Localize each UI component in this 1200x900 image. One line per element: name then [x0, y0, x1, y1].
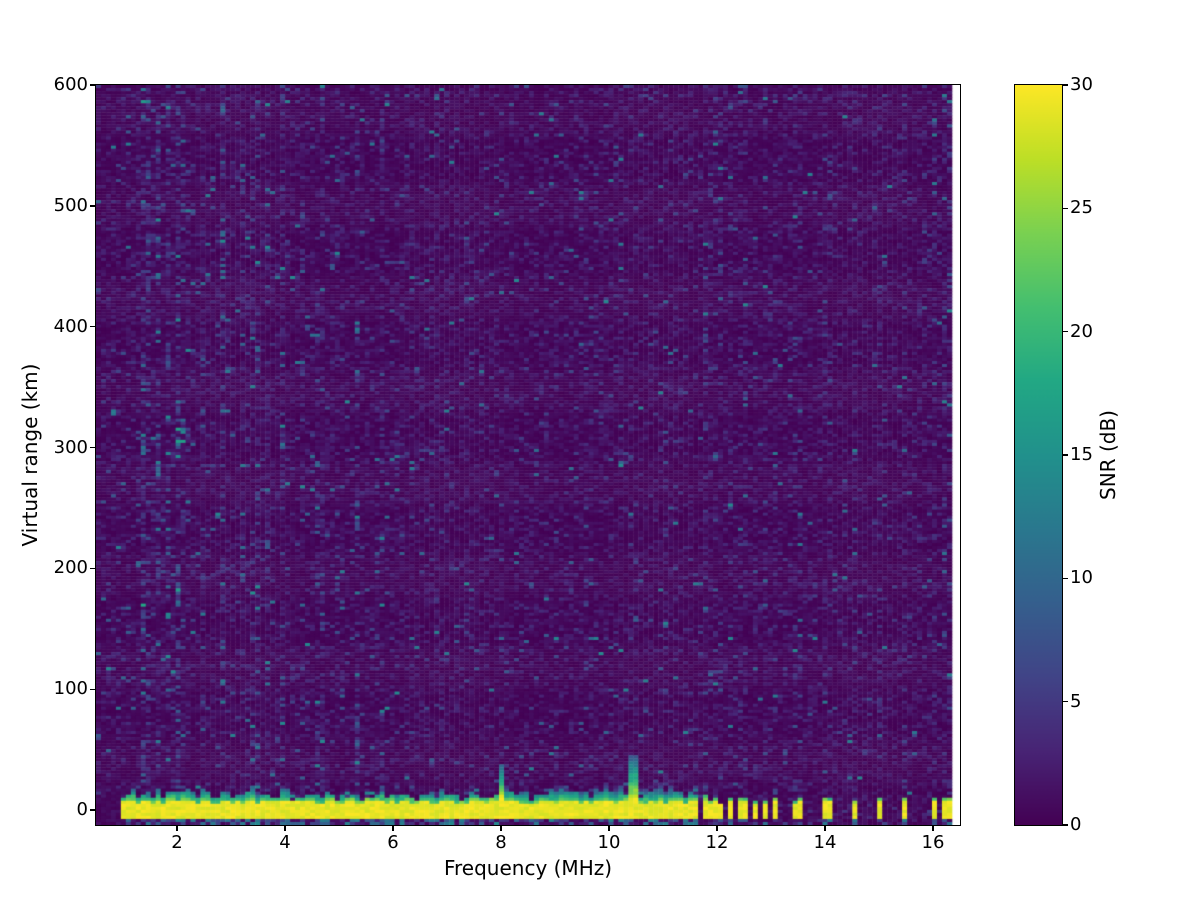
- y-tick-mark: [90, 84, 96, 86]
- colorbar-tick-mark: [1062, 454, 1068, 456]
- x-tick-label: 16: [921, 832, 945, 853]
- x-tick-label: 12: [705, 832, 729, 853]
- colorbar-gradient: [1015, 85, 1062, 825]
- y-tick-mark: [90, 809, 96, 811]
- y-tick-mark: [90, 446, 96, 449]
- y-tick-label: 0: [76, 799, 88, 821]
- y-tick-label: 600: [53, 74, 88, 95]
- x-tick-mark: [392, 825, 394, 831]
- x-tick-label: 4: [279, 832, 291, 853]
- x-tick-label: 2: [171, 832, 183, 853]
- y-tick-label: 400: [53, 315, 88, 337]
- x-tick-mark: [176, 825, 178, 831]
- ionogram-heatmap: [96, 85, 960, 825]
- colorbar-tick-mark: [1062, 824, 1068, 826]
- y-tick-mark: [90, 688, 96, 691]
- x-tick-mark: [716, 825, 718, 831]
- x-axis-label: Frequency (MHz): [443, 856, 613, 880]
- x-tick-mark: [824, 825, 826, 831]
- colorbar-tick-label: 15: [1070, 444, 1093, 465]
- x-tick-mark: [608, 825, 610, 831]
- colorbar-tick-label: 20: [1070, 320, 1093, 342]
- x-tick-label: 8: [495, 832, 507, 853]
- y-tick-mark: [90, 205, 96, 207]
- colorbar-tick-mark: [1062, 330, 1068, 333]
- y-tick-label: 500: [53, 194, 88, 216]
- x-tick-mark: [932, 825, 934, 831]
- y-tick-label: 100: [53, 678, 88, 700]
- colorbar-tick-mark: [1062, 84, 1068, 86]
- y-tick-mark: [90, 567, 96, 570]
- colorbar-tick-label: 5: [1070, 690, 1082, 712]
- y-tick-label: 200: [53, 557, 88, 579]
- x-tick-label: 10: [597, 832, 621, 853]
- x-tick-mark: [500, 825, 502, 831]
- x-tick-label: 14: [813, 832, 837, 853]
- y-tick-label: 300: [53, 436, 88, 458]
- colorbar-tick-label: 10: [1070, 567, 1093, 589]
- colorbar-tick-mark: [1062, 577, 1068, 580]
- colorbar-tick-label: 25: [1070, 197, 1093, 219]
- x-tick-label: 6: [387, 832, 399, 853]
- colorbar-tick-mark: [1062, 207, 1068, 210]
- y-tick-mark: [90, 325, 96, 328]
- colorbar-label: SNR (dB): [1096, 410, 1120, 500]
- colorbar-tick-mark: [1062, 700, 1068, 703]
- colorbar-tick-label: 0: [1070, 814, 1082, 835]
- x-tick-mark: [284, 825, 286, 831]
- colorbar-tick-label: 30: [1070, 74, 1093, 95]
